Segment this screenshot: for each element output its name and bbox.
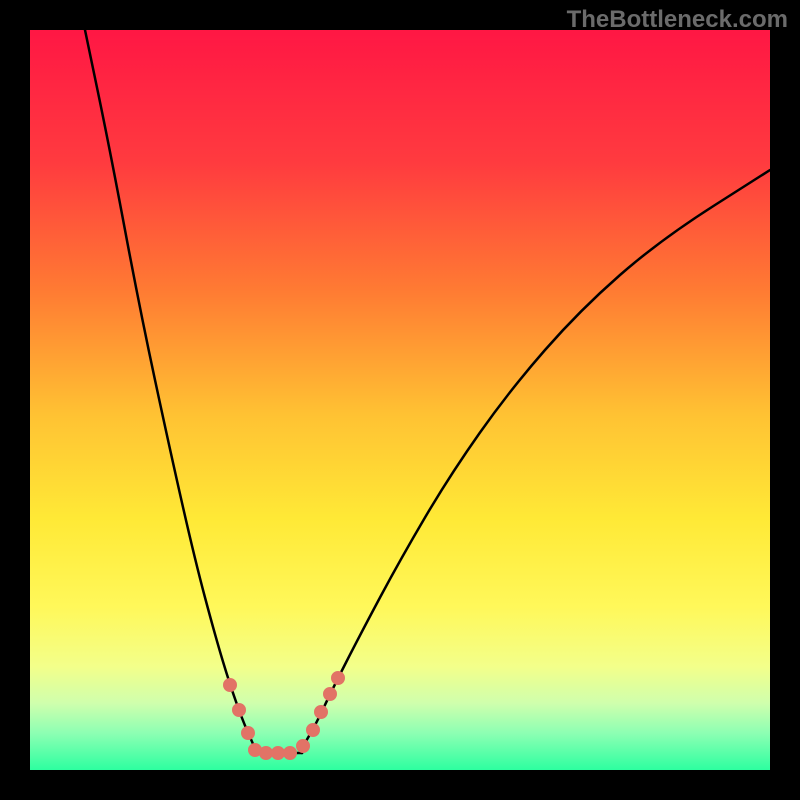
data-marker (307, 724, 320, 737)
plot-area (30, 30, 770, 770)
data-marker (260, 747, 273, 760)
watermark-text: TheBottleneck.com (567, 6, 788, 34)
curve-segment (302, 170, 770, 753)
curve-segment (85, 30, 255, 753)
data-marker (284, 747, 297, 760)
data-marker (332, 672, 345, 685)
data-marker (315, 706, 328, 719)
data-marker (224, 679, 237, 692)
data-marker (324, 688, 337, 701)
data-marker (272, 747, 285, 760)
data-marker (233, 704, 246, 717)
chart-container: { "source_watermark": { "text": "TheBott… (0, 0, 800, 800)
data-marker (297, 740, 310, 753)
data-marker (242, 727, 255, 740)
bottleneck-curve (30, 30, 770, 770)
